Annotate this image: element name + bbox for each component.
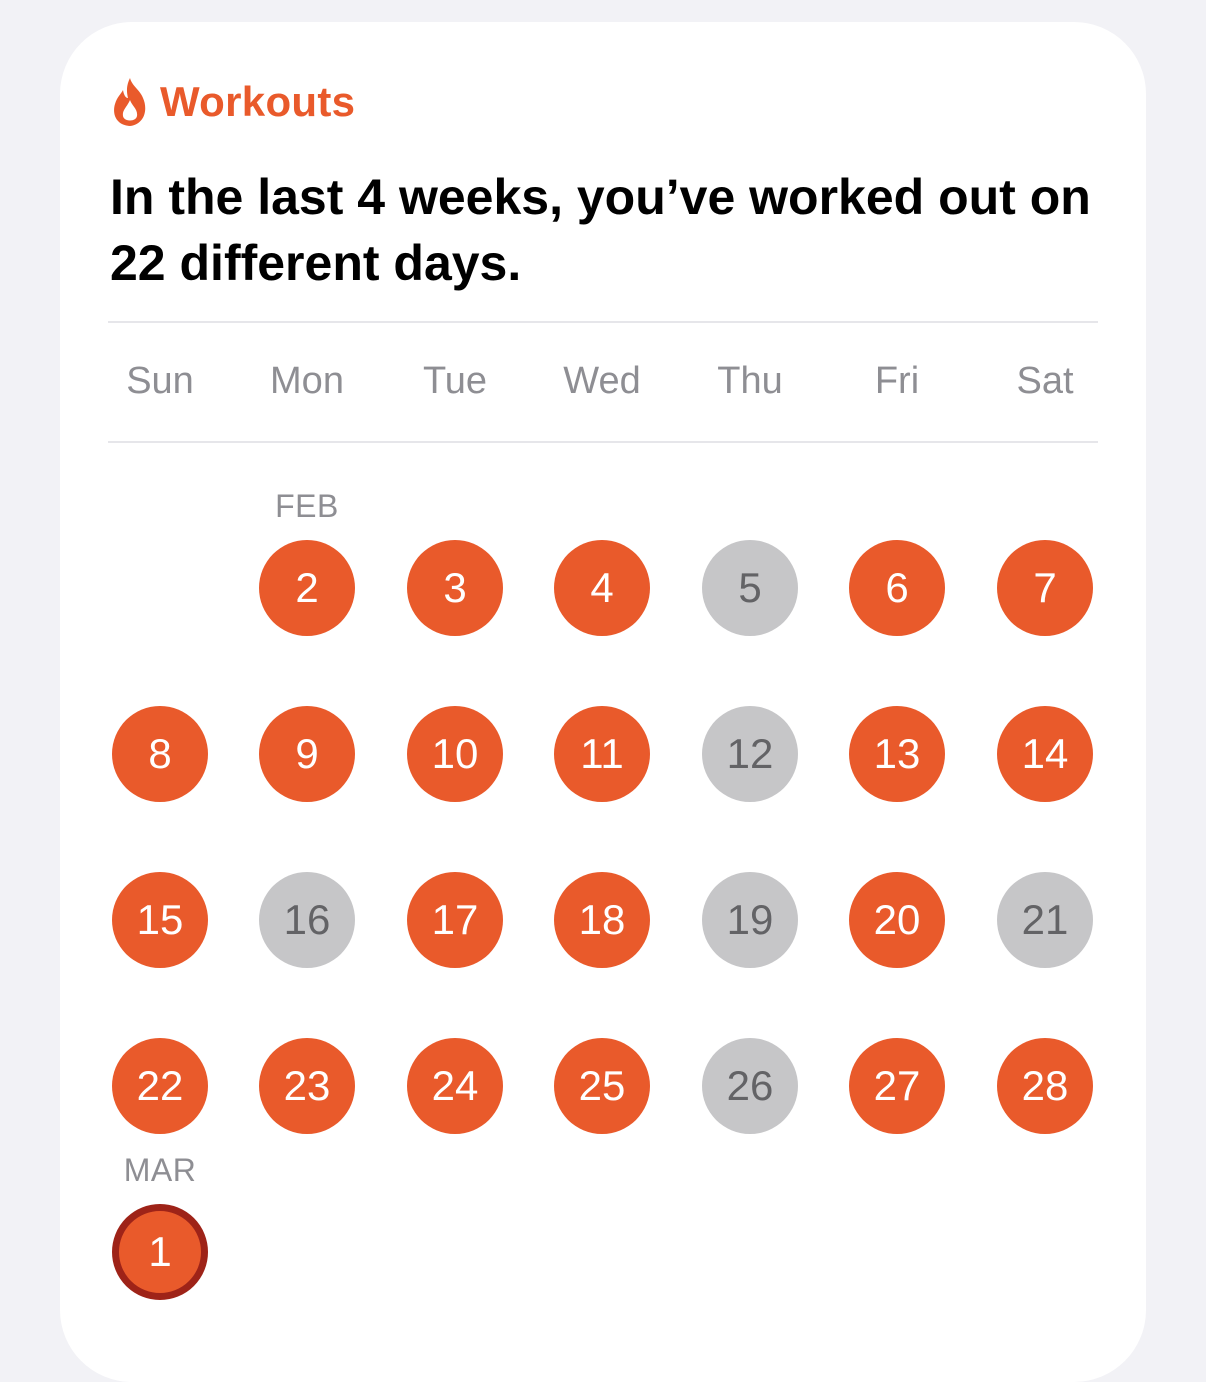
day-feb-16[interactable]: 16 [259, 872, 355, 968]
day-feb-21[interactable]: 21 [997, 872, 1093, 968]
day-feb-3[interactable]: 3 [407, 540, 503, 636]
widget-title: Workouts [160, 78, 356, 125]
day-feb-18[interactable]: 18 [554, 872, 650, 968]
day-feb-11[interactable]: 11 [554, 706, 650, 802]
weekday-sun: Sun [126, 360, 194, 402]
weekday-fri: Fri [874, 360, 920, 402]
month-label-mar: MAR [123, 1152, 197, 1188]
flame-icon [114, 78, 146, 126]
month-label-feb: FEB [275, 488, 339, 524]
top-divider [108, 321, 1098, 323]
day-feb-19[interactable]: 19 [702, 872, 798, 968]
weekday-divider [108, 441, 1098, 443]
summary-line-2: 22 different days. [110, 235, 522, 291]
weekday-wed: Wed [563, 360, 641, 402]
day-feb-24[interactable]: 24 [407, 1038, 503, 1134]
day-feb-20[interactable]: 20 [849, 872, 945, 968]
day-feb-7[interactable]: 7 [997, 540, 1093, 636]
day-feb-15[interactable]: 15 [112, 872, 208, 968]
day-feb-10[interactable]: 10 [407, 706, 503, 802]
day-feb-6[interactable]: 6 [849, 540, 945, 636]
day-feb-28[interactable]: 28 [997, 1038, 1093, 1134]
widget-header: Workouts [110, 74, 355, 130]
day-feb-12[interactable]: 12 [702, 706, 798, 802]
day-feb-9[interactable]: 9 [259, 706, 355, 802]
workouts-card[interactable] [60, 22, 1146, 1382]
day-feb-4[interactable]: 4 [554, 540, 650, 636]
day-feb-27[interactable]: 27 [849, 1038, 945, 1134]
summary-headline: In the last 4 weeks, you’ve worked out o… [110, 164, 1110, 296]
day-feb-8[interactable]: 8 [112, 706, 208, 802]
day-feb-17[interactable]: 17 [407, 872, 503, 968]
weekday-thu: Thu [717, 360, 783, 402]
weekday-sat: Sat [1016, 360, 1074, 402]
day-feb-22[interactable]: 22 [112, 1038, 208, 1134]
day-feb-25[interactable]: 25 [554, 1038, 650, 1134]
day-feb-26[interactable]: 26 [702, 1038, 798, 1134]
day-feb-14[interactable]: 14 [997, 706, 1093, 802]
day-feb-23[interactable]: 23 [259, 1038, 355, 1134]
day-feb-5[interactable]: 5 [702, 540, 798, 636]
weekday-mon: Mon [270, 360, 344, 402]
day-feb-13[interactable]: 13 [849, 706, 945, 802]
weekday-tue: Tue [422, 360, 488, 402]
day-feb-2[interactable]: 2 [259, 540, 355, 636]
summary-line-1: In the last 4 weeks, you’ve worked out o… [110, 169, 1091, 225]
day-mar-1[interactable]: 1 [112, 1204, 208, 1300]
